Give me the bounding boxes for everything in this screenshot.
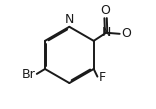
Text: O: O — [101, 3, 111, 17]
Text: Br: Br — [21, 68, 35, 81]
Text: O: O — [121, 27, 131, 40]
Text: F: F — [99, 71, 106, 84]
Text: N: N — [65, 13, 74, 26]
Text: N: N — [101, 26, 111, 39]
